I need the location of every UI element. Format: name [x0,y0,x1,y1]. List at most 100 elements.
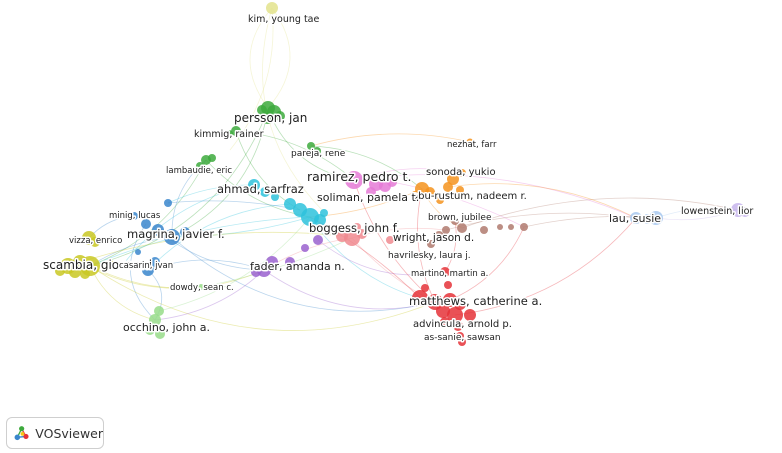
author-node[interactable] [466,138,474,146]
author-node[interactable] [436,304,450,318]
author-node[interactable] [141,219,151,229]
author-label-dowdy[interactable]: dowdy, sean c. [169,282,236,295]
author-node[interactable] [436,196,444,204]
author-node[interactable] [443,293,457,307]
author-node[interactable] [313,235,323,245]
author-node[interactable] [150,257,160,267]
author-label-soliman[interactable]: soliman, pamela t. [316,190,421,206]
author-node[interactable] [425,187,435,197]
author-label-pareja[interactable]: pareja, rene [290,148,348,161]
author-node[interactable] [520,223,528,231]
author-node[interactable] [412,290,428,306]
author-node[interactable] [142,264,154,276]
author-label-abu[interactable]: abu-rustum, nadeem r. [411,190,529,204]
author-node[interactable] [497,224,503,230]
author-node[interactable] [231,126,241,136]
author-label-havrilesky[interactable]: havrilesky, laura j. [387,250,473,263]
author-label-persson[interactable]: persson, jan [233,110,309,127]
author-node[interactable] [447,307,463,323]
author-node[interactable] [284,198,296,210]
author-node[interactable] [387,177,397,187]
author-node[interactable] [740,207,750,217]
author-node[interactable] [130,212,138,220]
author-node[interactable] [421,284,429,292]
author-node[interactable] [155,329,165,339]
vosviewer-badge[interactable]: VOSviewer [6,417,104,449]
author-label-lambaudie[interactable]: lambaudie, eric [165,165,234,178]
author-label-fader[interactable]: fader, amanda n. [249,259,347,275]
author-label-boggess[interactable]: boggess, john f. [308,220,402,237]
author-node[interactable] [90,237,100,247]
author-node[interactable] [649,211,663,225]
author-node[interactable] [164,199,172,207]
author-label-minig[interactable]: minig, lucas [108,210,163,223]
author-label-brown[interactable]: brown, jubilee [427,212,494,225]
author-node[interactable] [357,229,367,239]
author-node[interactable] [145,325,155,335]
author-node[interactable] [464,309,476,321]
author-node[interactable] [271,193,279,201]
author-node[interactable] [480,226,488,234]
author-node[interactable] [453,321,463,331]
author-label-advincula[interactable]: advincula, arnold p. [412,318,514,332]
author-label-kim[interactable]: kim, young tae [247,13,322,27]
author-label-ahmad[interactable]: ahmad, sarfraz [216,181,306,198]
author-label-matthews[interactable]: matthews, catherine a. [408,293,544,310]
author-node[interactable] [508,224,514,230]
author-node[interactable] [164,229,180,245]
author-node[interactable] [427,240,435,248]
author-node[interactable] [411,191,419,199]
author-node[interactable] [386,236,394,244]
author-label-scambia[interactable]: scambia, giovanni [42,257,154,274]
author-node[interactable] [266,2,278,14]
author-node[interactable] [458,169,466,177]
author-node[interactable] [344,230,360,246]
author-node[interactable] [106,260,114,268]
author-node[interactable] [444,281,452,289]
author-label-assanie[interactable]: as-sanie, sawsan [423,332,503,345]
author-node[interactable] [198,284,204,290]
author-node[interactable] [69,266,81,278]
author-label-martino[interactable]: martino, martin a. [410,268,490,281]
author-label-lowenstein[interactable]: lowenstein, lior [680,205,755,219]
author-node[interactable] [456,186,464,194]
author-node[interactable] [442,226,450,234]
author-node[interactable] [443,182,453,192]
author-node[interactable] [320,209,328,217]
author-node[interactable] [260,187,270,197]
author-node[interactable] [149,314,161,326]
author-label-wright[interactable]: wright, jason d. [392,231,476,246]
author-node[interactable] [307,151,313,157]
author-node[interactable] [466,214,474,222]
author-node[interactable] [154,306,164,316]
author-node[interactable] [196,162,204,170]
author-node[interactable] [366,187,376,197]
author-node[interactable] [257,105,267,115]
author-label-occhino[interactable]: occhino, john a. [122,320,212,336]
author-node[interactable] [458,338,466,346]
author-label-lau[interactable]: lau, susie [608,211,663,227]
author-node[interactable] [434,231,444,241]
author-node[interactable] [447,173,459,185]
author-label-kimmig[interactable]: kimmig, rainer [193,128,266,142]
author-label-sonoda[interactable]: sonoda, yukio [425,166,498,180]
author-node[interactable] [285,257,295,267]
author-node[interactable] [266,256,278,268]
author-node[interactable] [119,263,125,269]
author-node[interactable] [314,214,326,226]
author-node[interactable] [135,249,141,255]
author-node[interactable] [451,217,459,225]
author-label-vizza[interactable]: vizza, enrico [68,235,124,248]
author-node[interactable] [313,147,321,155]
author-label-casarin[interactable]: casarin, jvan [118,260,175,273]
author-node[interactable] [152,224,164,236]
author-node[interactable] [275,111,285,121]
author-node[interactable] [307,142,315,150]
author-node[interactable] [454,298,466,310]
author-label-ramirez[interactable]: ramirez, pedro t. [306,168,413,186]
author-node[interactable] [630,212,642,224]
author-node[interactable] [208,154,216,162]
author-label-nezhat[interactable]: nezhat, farr [446,139,499,152]
author-node[interactable] [345,171,363,189]
